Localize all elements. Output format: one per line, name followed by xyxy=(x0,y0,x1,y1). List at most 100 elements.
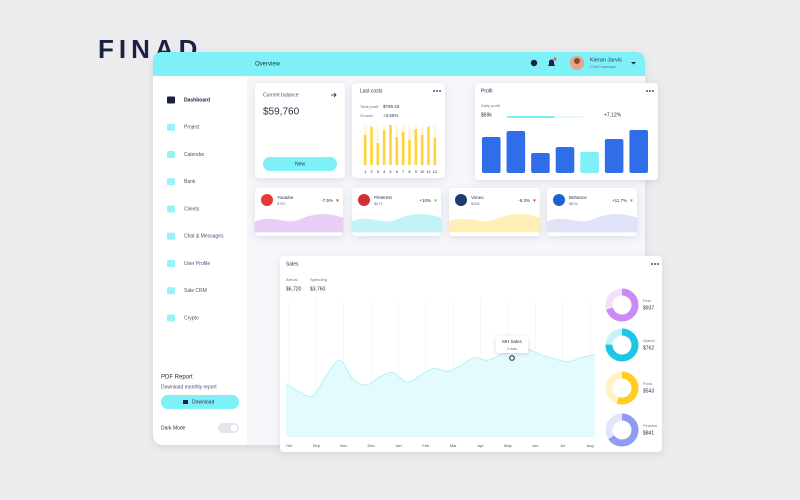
cost-bar xyxy=(427,127,430,165)
avatar-hair xyxy=(574,58,580,64)
profit-title: Profit xyxy=(481,88,493,94)
sales-menu[interactable] xyxy=(651,263,659,265)
cost-bar xyxy=(433,138,437,165)
balance-label: Current balance xyxy=(263,92,299,98)
cost-bar xyxy=(414,129,418,165)
cost-label: 1 xyxy=(364,169,367,174)
download-icon xyxy=(183,400,188,404)
channel-name: Vimeo xyxy=(471,195,484,200)
tooltip-title: MH Sales xyxy=(502,339,522,344)
menu-item[interactable]: Calendar xyxy=(184,152,205,158)
sales-chart xyxy=(285,300,596,437)
channel-icon xyxy=(553,194,565,206)
month-label: Mar xyxy=(450,443,458,448)
month-label: Oct xyxy=(286,443,293,448)
channel-wave xyxy=(351,214,442,233)
channel-icon xyxy=(455,194,467,206)
costs-menu[interactable] xyxy=(433,90,441,92)
cost-bar xyxy=(389,125,392,165)
cost-bar xyxy=(382,130,386,165)
tooltip-text: 3 data xyxy=(507,347,517,351)
menu-item[interactable]: Crypto xyxy=(184,315,199,321)
menu-icon xyxy=(167,151,175,158)
menu-item[interactable]: Sale CRM xyxy=(184,288,207,294)
month-label: Jan xyxy=(395,443,401,448)
cost-bar xyxy=(401,132,405,165)
progress-fill xyxy=(507,116,555,118)
tooltip-marker xyxy=(509,355,515,361)
menu-icon xyxy=(167,178,175,186)
donut-arc xyxy=(605,288,639,322)
balance-arrow[interactable] xyxy=(331,92,337,98)
menu-item[interactable]: Bank xyxy=(184,179,196,185)
download-button[interactable] xyxy=(161,395,239,409)
trend-arrow xyxy=(336,199,339,202)
channel-amount: $752 xyxy=(277,202,285,206)
trend-arrow xyxy=(434,199,437,202)
month-label: Jun xyxy=(532,443,538,448)
user-name: Kieran Jarvis xyxy=(590,57,622,63)
month-label: Sep xyxy=(313,443,321,448)
cost-label: 10 xyxy=(420,169,425,174)
fund-amount: $841 xyxy=(643,430,654,436)
channel-amount: $876 xyxy=(569,202,577,206)
menu-icon xyxy=(167,205,175,213)
spending-value: $3,760 xyxy=(310,286,326,292)
month-label: Apr xyxy=(477,443,484,448)
channel-name: Behance xyxy=(569,195,587,200)
cost-label: 4 xyxy=(383,169,386,174)
header-title: Overview xyxy=(255,62,281,68)
sales-line xyxy=(285,348,596,398)
new-button[interactable] xyxy=(263,157,337,171)
cost-bar xyxy=(370,127,373,165)
cost-bar xyxy=(408,140,411,165)
balance-card xyxy=(255,83,345,178)
tooltip xyxy=(496,336,528,353)
dark-mode-label: Dark Mode xyxy=(161,425,186,431)
header-bar xyxy=(153,52,645,76)
menu-item[interactable]: Chat & Messages xyxy=(184,234,224,240)
pdf-title: PDF Report xyxy=(161,375,193,381)
costs-total: $769.43 xyxy=(383,104,400,109)
menu-item[interactable]: Project xyxy=(184,125,200,131)
user-menu-chevron[interactable] xyxy=(631,62,636,65)
profit-subtitle: Daily profit xyxy=(481,103,501,108)
trend-arrow xyxy=(533,199,536,202)
cost-label: 7 xyxy=(402,169,405,174)
fund-amount: $937 xyxy=(643,305,654,311)
fund-name: Finance xyxy=(643,423,658,428)
channel-name: Youtube xyxy=(277,195,294,200)
channel-amount: $673 xyxy=(374,202,382,206)
cost-label: 12 xyxy=(433,169,438,174)
menu-item[interactable]: Dashboard xyxy=(184,97,210,103)
menu-item[interactable]: Clients xyxy=(184,206,200,212)
fund-amount: $543 xyxy=(643,388,654,394)
settings-icon[interactable] xyxy=(530,59,538,67)
profit-menu[interactable] xyxy=(646,90,654,92)
download-label: Download xyxy=(192,399,214,405)
costs-total-label: Total profit xyxy=(360,104,379,109)
profit-value: $69k xyxy=(481,112,492,118)
channel-change: -6.3% xyxy=(518,198,530,203)
profit-bar xyxy=(580,152,599,173)
cost-label: 2 xyxy=(370,169,373,174)
channel-change: +11.7% xyxy=(612,198,627,203)
toggle-knob xyxy=(229,423,239,433)
channel-wave xyxy=(546,214,638,233)
new-label: New xyxy=(295,161,305,167)
bell-icon[interactable] xyxy=(548,59,555,66)
donut-arc xyxy=(605,328,639,362)
trend-arrow xyxy=(630,199,633,202)
costs-title: Last costs xyxy=(360,88,383,94)
cost-label: 5 xyxy=(389,169,392,174)
month-label: Jul xyxy=(560,443,565,448)
donut-arc xyxy=(605,371,639,405)
notification-dot xyxy=(553,57,557,61)
menu-icon xyxy=(167,123,175,131)
menu-icon xyxy=(167,96,175,104)
channel-change: +10% xyxy=(419,198,431,203)
sales-area xyxy=(286,349,595,437)
menu-item[interactable]: User Profile xyxy=(184,261,210,267)
menu-icon xyxy=(167,287,175,295)
